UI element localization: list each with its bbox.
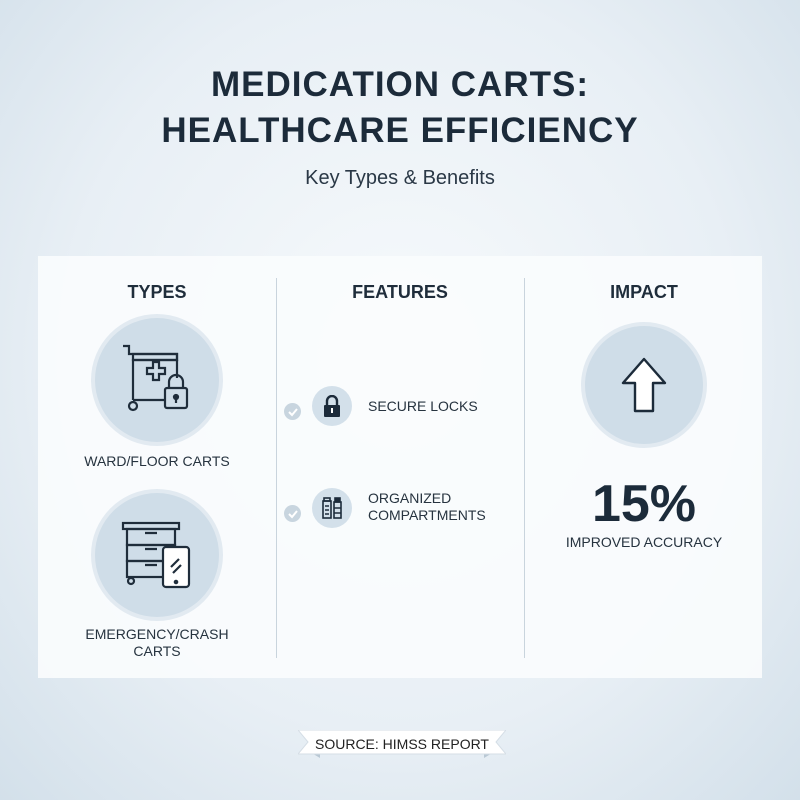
label-line: COMPARTMENTS: [368, 507, 486, 523]
impact-heading: IMPACT: [610, 282, 678, 302]
label-line: EMERGENCY/CRASH: [85, 626, 229, 642]
cart-with-cross-and-lock-icon: [95, 318, 219, 442]
feature-label-locks: SECURE LOCKS: [368, 398, 478, 414]
source-ribbon: SOURCE: HIMSS REPORT: [298, 730, 506, 758]
info-panel: TYPES WARD/FLOOR CARTS EMERGENCY/CRASH C…: [38, 256, 762, 678]
type-label-ward: WARD/FLOOR CARTS: [84, 453, 230, 469]
types-heading: TYPES: [127, 282, 187, 302]
impact-value: 15%: [591, 475, 697, 533]
features-heading: FEATURES: [352, 282, 448, 302]
divider: [524, 278, 525, 658]
page-title: MEDICATION CARTS: HEALTHCARE EFFICIENCY: [0, 62, 800, 154]
title-line-1: MEDICATION CARTS:: [211, 65, 589, 104]
check-icon: [284, 403, 301, 420]
medicine-bottles-icon: [312, 488, 352, 528]
title-line-2: HEALTHCARE EFFICIENCY: [161, 111, 639, 150]
padlock-icon: [312, 386, 352, 426]
drawer-cabinet-with-tablet-icon: [95, 493, 219, 617]
subtitle: Key Types & Benefits: [305, 167, 495, 189]
source-text: SOURCE: HIMSS REPORT: [315, 736, 489, 752]
label-line: CARTS: [133, 643, 181, 659]
impact-label: IMPROVED ACCURACY: [565, 534, 723, 550]
divider: [276, 278, 277, 658]
type-label-emergency: EMERGENCY/CRASH CARTS: [38, 626, 276, 660]
label-line: ORGANIZED: [368, 490, 452, 506]
feature-label-compartments: ORGANIZED COMPARTMENTS: [368, 490, 486, 524]
arrow-up-icon: [585, 326, 703, 444]
check-icon: [284, 505, 301, 522]
